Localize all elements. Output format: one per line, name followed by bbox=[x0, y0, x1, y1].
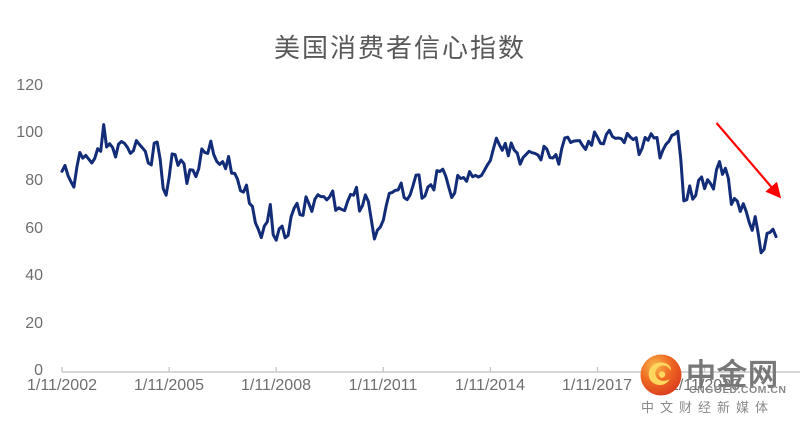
y-axis-label: 120 bbox=[16, 77, 43, 94]
x-axis-label: 1/11/2020 bbox=[670, 377, 740, 394]
x-axis-label: 1/11/2002 bbox=[27, 377, 97, 394]
x-axis-label: 1/11/2017 bbox=[562, 377, 632, 394]
logo-brand-text: 中金网 bbox=[686, 359, 779, 392]
decline-arrow bbox=[715, 122, 782, 199]
logo-tagline-text: 中文财经新媒体 bbox=[641, 400, 775, 415]
x-axis-label: 1/11/2014 bbox=[455, 377, 525, 394]
y-axis-label: 100 bbox=[16, 124, 43, 141]
chart-title: 美国消费者信心指数 bbox=[273, 33, 526, 63]
y-axis-label: 60 bbox=[25, 220, 43, 237]
x-axis-label: 1/11/2008 bbox=[241, 377, 311, 394]
y-axis-label: 80 bbox=[25, 172, 43, 189]
logo-domain-text: CNGOLD.COM.CN bbox=[689, 384, 787, 396]
x-axis-label: 1/11/2005 bbox=[134, 377, 204, 394]
y-axis-label: 0 bbox=[34, 362, 43, 379]
x-axis-label: 1/11/2011 bbox=[348, 377, 418, 394]
consumer-confidence-line bbox=[60, 123, 778, 255]
flame-ball-icon bbox=[640, 354, 682, 396]
y-axis-label: 40 bbox=[25, 267, 43, 284]
y-axis-label: 20 bbox=[25, 315, 43, 332]
cngold-watermark: 中金网 CNGOLD.COM.CN 中文财经新媒体 bbox=[640, 352, 789, 418]
